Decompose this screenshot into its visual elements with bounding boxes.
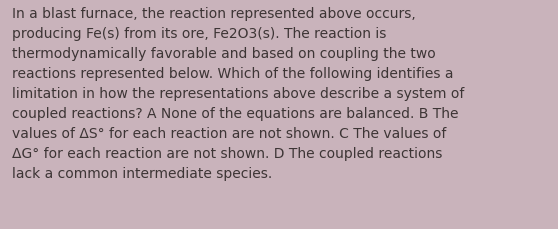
Text: In a blast furnace, the reaction represented above occurs,
producing Fe(s) from : In a blast furnace, the reaction represe…	[12, 7, 465, 180]
